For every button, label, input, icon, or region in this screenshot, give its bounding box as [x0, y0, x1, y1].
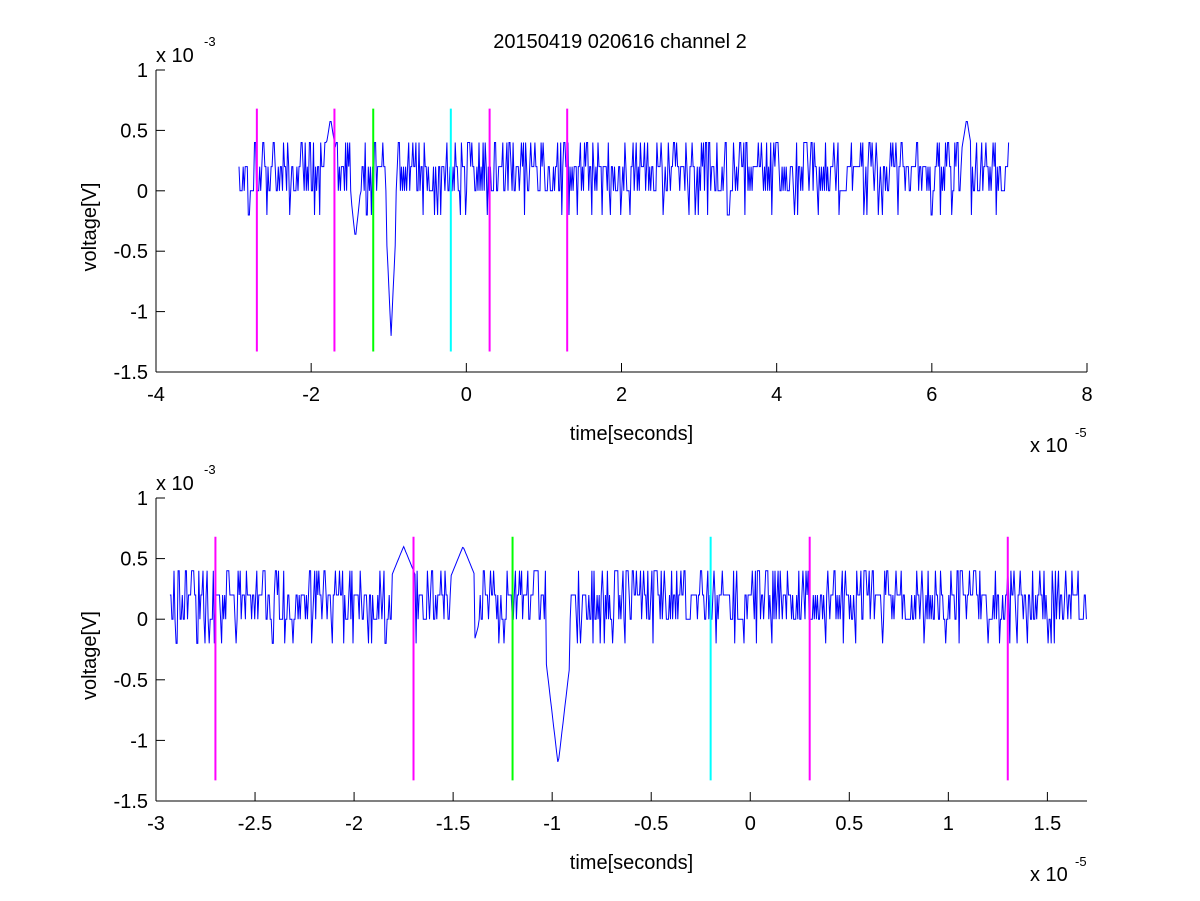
y-tick-label: -0.5 — [114, 670, 148, 692]
x-tick-label: 6 — [926, 384, 937, 406]
y-tick-label: 0.5 — [120, 120, 148, 142]
x-tick-label: 8 — [1081, 384, 1092, 406]
x-tick-label: -1.5 — [436, 813, 470, 835]
x-tick-label: -3 — [147, 813, 165, 835]
x-axis-label: time[seconds] — [570, 852, 693, 874]
y-tick-label: 0 — [137, 609, 148, 631]
figure-title: 20150419 020616 channel 2 — [493, 31, 747, 53]
x-tick-label: 1.5 — [1033, 813, 1061, 835]
x-tick-label: 1 — [943, 813, 954, 835]
y-tick-label: -1 — [130, 730, 148, 752]
y-exponent-label: x 10 — [156, 473, 194, 495]
x-tick-label: 4 — [771, 384, 782, 406]
y-exponent-power: -3 — [204, 34, 216, 49]
y-exponent-label: x 10 — [156, 45, 194, 67]
x-tick-label: 2 — [616, 384, 627, 406]
x-exponent-power: -5 — [1075, 854, 1087, 869]
signal-trace — [169, 545, 1087, 762]
x-tick-label: 0.5 — [835, 813, 863, 835]
x-exponent-power: -5 — [1075, 425, 1087, 440]
y-tick-label: 1 — [137, 60, 148, 82]
y-axis-label: voltage[V] — [79, 183, 101, 272]
top-plot: -4 -2 0 2 4 6 8 -1.5 -1 -0.5 0 0.5 1 time[seconds] vol… — [79, 34, 1093, 457]
y-axis-label: voltage[V] — [79, 611, 101, 700]
x-tick-label: -1 — [543, 813, 561, 835]
bottom-plot: -3 -2.5 -2 -1.5 -1 -0.5 0 0.5 1 1.5 -1.5 -1 -0.5 0 0.5… — [79, 462, 1087, 886]
x-tick-label: -0.5 — [634, 813, 668, 835]
x-tick-label: 0 — [745, 813, 756, 835]
y-tick-label: 0 — [137, 181, 148, 203]
x-exponent-label: x 10 — [1030, 435, 1068, 457]
y-exponent-power: -3 — [204, 462, 216, 477]
y-tick-label: -1.5 — [114, 791, 148, 813]
x-tick-label: -2 — [302, 384, 320, 406]
y-tick-label: -0.5 — [114, 241, 148, 263]
x-tick-label: -2.5 — [238, 813, 272, 835]
x-tick-label: 0 — [461, 384, 472, 406]
y-tick-label: 1 — [137, 488, 148, 510]
signal-trace — [238, 121, 1010, 336]
y-tick-label: -1.5 — [114, 362, 148, 384]
y-tick-label: 0.5 — [120, 549, 148, 571]
x-tick-label: -2 — [345, 813, 363, 835]
x-tick-label: -4 — [147, 384, 165, 406]
x-axis-label: time[seconds] — [570, 423, 693, 445]
x-exponent-label: x 10 — [1030, 864, 1068, 886]
y-tick-label: -1 — [130, 302, 148, 324]
